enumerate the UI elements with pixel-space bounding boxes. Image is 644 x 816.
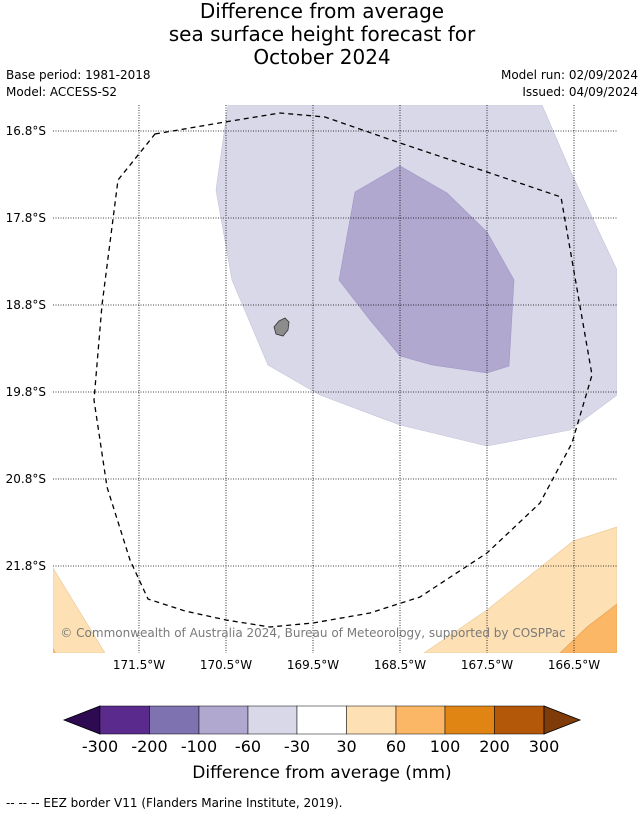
- colorbar-segment: [444, 705, 495, 735]
- lon-label: 171.5°W: [113, 658, 165, 672]
- colorbar-tick: -30: [284, 737, 310, 756]
- colorbar-label: Difference from average (mm): [192, 763, 451, 783]
- colorbar-tick: -100: [181, 737, 217, 756]
- meta-left: Base period: 1981-2018 Model: ACCESS-S2: [6, 67, 151, 101]
- colorbar-segment: [494, 705, 545, 735]
- eez-legend-note: -- -- -- EEZ border V11 (Flanders Marine…: [6, 796, 343, 810]
- graticule: [53, 105, 617, 653]
- map-area: © Commonwealth of Australia 2024, Bureau…: [53, 105, 617, 653]
- colorbar-max-extension: [543, 705, 582, 735]
- colorbar-segment: [198, 705, 249, 735]
- anomaly-band-neg60-neg100: [338, 165, 515, 374]
- latitude-labels: 16.8°S 17.8°S 18.8°S 19.8°S 20.8°S 21.8°…: [6, 124, 46, 573]
- colorbar-min-extension: [62, 705, 101, 735]
- lon-label: 169.5°W: [287, 658, 339, 672]
- lat-label: 17.8°S: [6, 211, 46, 225]
- lat-label: 19.8°S: [6, 385, 46, 399]
- base-period: Base period: 1981-2018: [6, 68, 151, 82]
- longitude-labels: 171.5°W 170.5°W 169.5°W 168.5°W 167.5°W …: [113, 658, 600, 672]
- meta-right: Model run: 02/09/2024 Issued: 04/09/2024: [501, 67, 638, 101]
- title-line-3: October 2024: [253, 45, 391, 69]
- lat-label: 21.8°S: [6, 559, 46, 573]
- title-line-1: Difference from average: [199, 0, 445, 23]
- colorbar-tick: -60: [235, 737, 261, 756]
- colorbar-tick: -200: [131, 737, 167, 756]
- colorbar-segment: [395, 705, 446, 735]
- eez-border: [93, 112, 593, 628]
- anomaly-band-30-60-southeast: [423, 526, 617, 653]
- colorbar-tick: 30: [336, 737, 356, 756]
- lon-label: 170.5°W: [200, 658, 252, 672]
- chart-title: Difference from average sea surface heig…: [0, 0, 644, 69]
- lat-label: 20.8°S: [6, 472, 46, 486]
- issued-date: Issued: 04/09/2024: [522, 85, 638, 99]
- colorbar-tick: 300: [529, 737, 560, 756]
- island-landmass: [273, 317, 290, 337]
- model-name: Model: ACCESS-S2: [6, 85, 118, 99]
- colorbar-tick: -300: [82, 737, 118, 756]
- colorbar-segment: [149, 705, 200, 735]
- colorbar: -300 -200 -100 -60 -30 30 60 100 200 300…: [62, 705, 582, 783]
- lat-label: 18.8°S: [6, 298, 46, 312]
- colorbar-tick: 60: [386, 737, 406, 756]
- colorbar-segment: [247, 705, 298, 735]
- colorbar-tick: 200: [479, 737, 510, 756]
- colorbar-segment: [296, 705, 347, 735]
- lon-label: 168.5°W: [374, 658, 426, 672]
- anomaly-band-30-60-southwest: [53, 567, 106, 653]
- anomaly-band-60-100-southwest: [53, 647, 56, 653]
- lon-label: 166.5°W: [548, 658, 600, 672]
- title-line-2: sea surface height forecast for: [168, 22, 476, 46]
- model-run: Model run: 02/09/2024: [500, 68, 638, 82]
- colorbar-segment: [99, 705, 150, 735]
- colorbar-ticks: -300 -200 -100 -60 -30 30 60 100 200 300: [82, 737, 559, 756]
- lat-label: 16.8°S: [6, 124, 46, 138]
- copyright-notice: © Commonwealth of Australia 2024, Bureau…: [60, 626, 565, 640]
- colorbar-tick: 100: [430, 737, 461, 756]
- lon-label: 167.5°W: [461, 658, 513, 672]
- colorbar-segment: [346, 705, 397, 735]
